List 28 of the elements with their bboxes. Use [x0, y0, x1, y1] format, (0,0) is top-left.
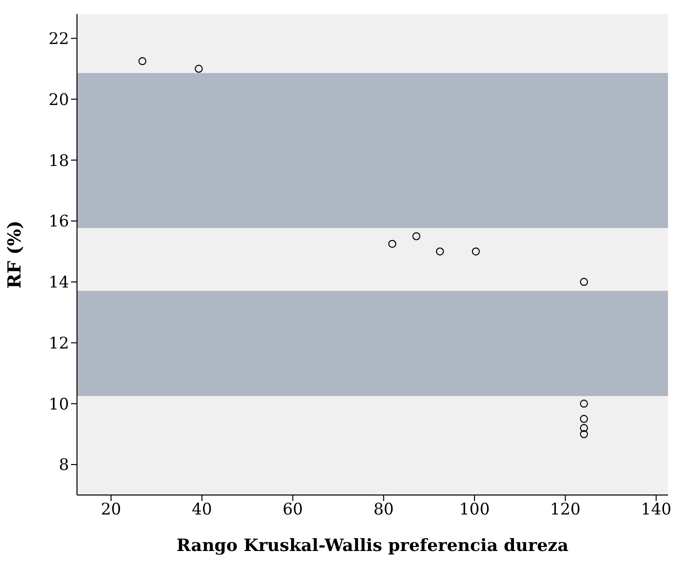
y-axis-title: RF (%) — [4, 220, 26, 289]
y-tick-label: 20 — [48, 90, 69, 109]
point — [436, 247, 444, 256]
point — [412, 232, 420, 240]
point — [388, 240, 396, 248]
point — [580, 400, 588, 408]
point — [580, 430, 588, 438]
y-tick-label: 22 — [48, 29, 69, 48]
y-tick-label: 16 — [48, 212, 69, 231]
point — [580, 424, 588, 432]
y-tick-label: 10 — [48, 394, 69, 414]
y-tick-label: 18 — [48, 150, 69, 170]
x-tick-label: 120 — [550, 499, 581, 518]
y-tick-label: 12 — [48, 333, 69, 352]
point — [194, 64, 203, 73]
y-tick-label: 14 — [48, 272, 69, 292]
x-tick-label: 40 — [192, 499, 212, 518]
x-axis-title: Rango Kruskal-Wallis preferencia dureza — [176, 536, 568, 556]
x-tick-label: 80 — [373, 499, 394, 518]
y-tick-label: 8 — [58, 455, 69, 474]
point — [580, 278, 588, 286]
x-tick-label: 60 — [282, 499, 303, 518]
point — [580, 414, 588, 423]
point — [472, 247, 480, 256]
x-tick-label: 100 — [459, 499, 490, 518]
point — [138, 57, 146, 66]
x-tick-label: 140 — [640, 499, 672, 518]
x-tick-label: 20 — [100, 499, 122, 518]
